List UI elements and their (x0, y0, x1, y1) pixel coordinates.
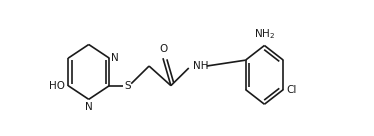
Text: O: O (160, 44, 168, 54)
Text: HO: HO (49, 81, 65, 91)
Text: N: N (85, 102, 93, 112)
Text: Cl: Cl (286, 85, 297, 95)
Text: NH$_2$: NH$_2$ (254, 27, 275, 41)
Text: S: S (124, 81, 131, 91)
Text: N: N (111, 53, 119, 63)
Text: NH: NH (193, 61, 208, 71)
